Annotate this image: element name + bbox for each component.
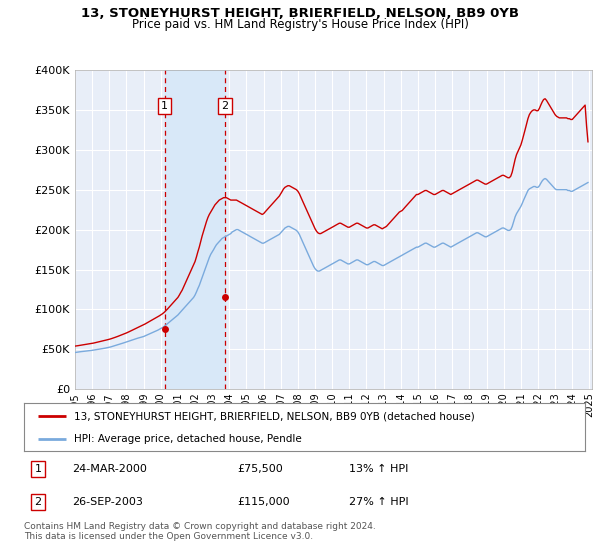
Text: 13, STONEYHURST HEIGHT, BRIERFIELD, NELSON, BB9 0YB (detached house): 13, STONEYHURST HEIGHT, BRIERFIELD, NELS… bbox=[74, 411, 475, 421]
Text: 1: 1 bbox=[35, 464, 41, 474]
Text: 2: 2 bbox=[34, 497, 41, 507]
Text: 24-MAR-2000: 24-MAR-2000 bbox=[71, 464, 146, 474]
Text: £75,500: £75,500 bbox=[237, 464, 283, 474]
Text: Contains HM Land Registry data © Crown copyright and database right 2024.: Contains HM Land Registry data © Crown c… bbox=[24, 522, 376, 531]
Text: £115,000: £115,000 bbox=[237, 497, 290, 507]
Bar bbox=[164, 70, 225, 389]
Text: Price paid vs. HM Land Registry's House Price Index (HPI): Price paid vs. HM Land Registry's House … bbox=[131, 18, 469, 31]
Text: HPI: Average price, detached house, Pendle: HPI: Average price, detached house, Pend… bbox=[74, 434, 302, 444]
Text: This data is licensed under the Open Government Licence v3.0.: This data is licensed under the Open Gov… bbox=[24, 532, 313, 541]
Text: 13% ↑ HPI: 13% ↑ HPI bbox=[349, 464, 409, 474]
Text: 27% ↑ HPI: 27% ↑ HPI bbox=[349, 497, 409, 507]
Text: 1: 1 bbox=[161, 101, 168, 111]
Text: 26-SEP-2003: 26-SEP-2003 bbox=[71, 497, 143, 507]
Text: 2: 2 bbox=[221, 101, 229, 111]
Text: 13, STONEYHURST HEIGHT, BRIERFIELD, NELSON, BB9 0YB: 13, STONEYHURST HEIGHT, BRIERFIELD, NELS… bbox=[81, 7, 519, 20]
